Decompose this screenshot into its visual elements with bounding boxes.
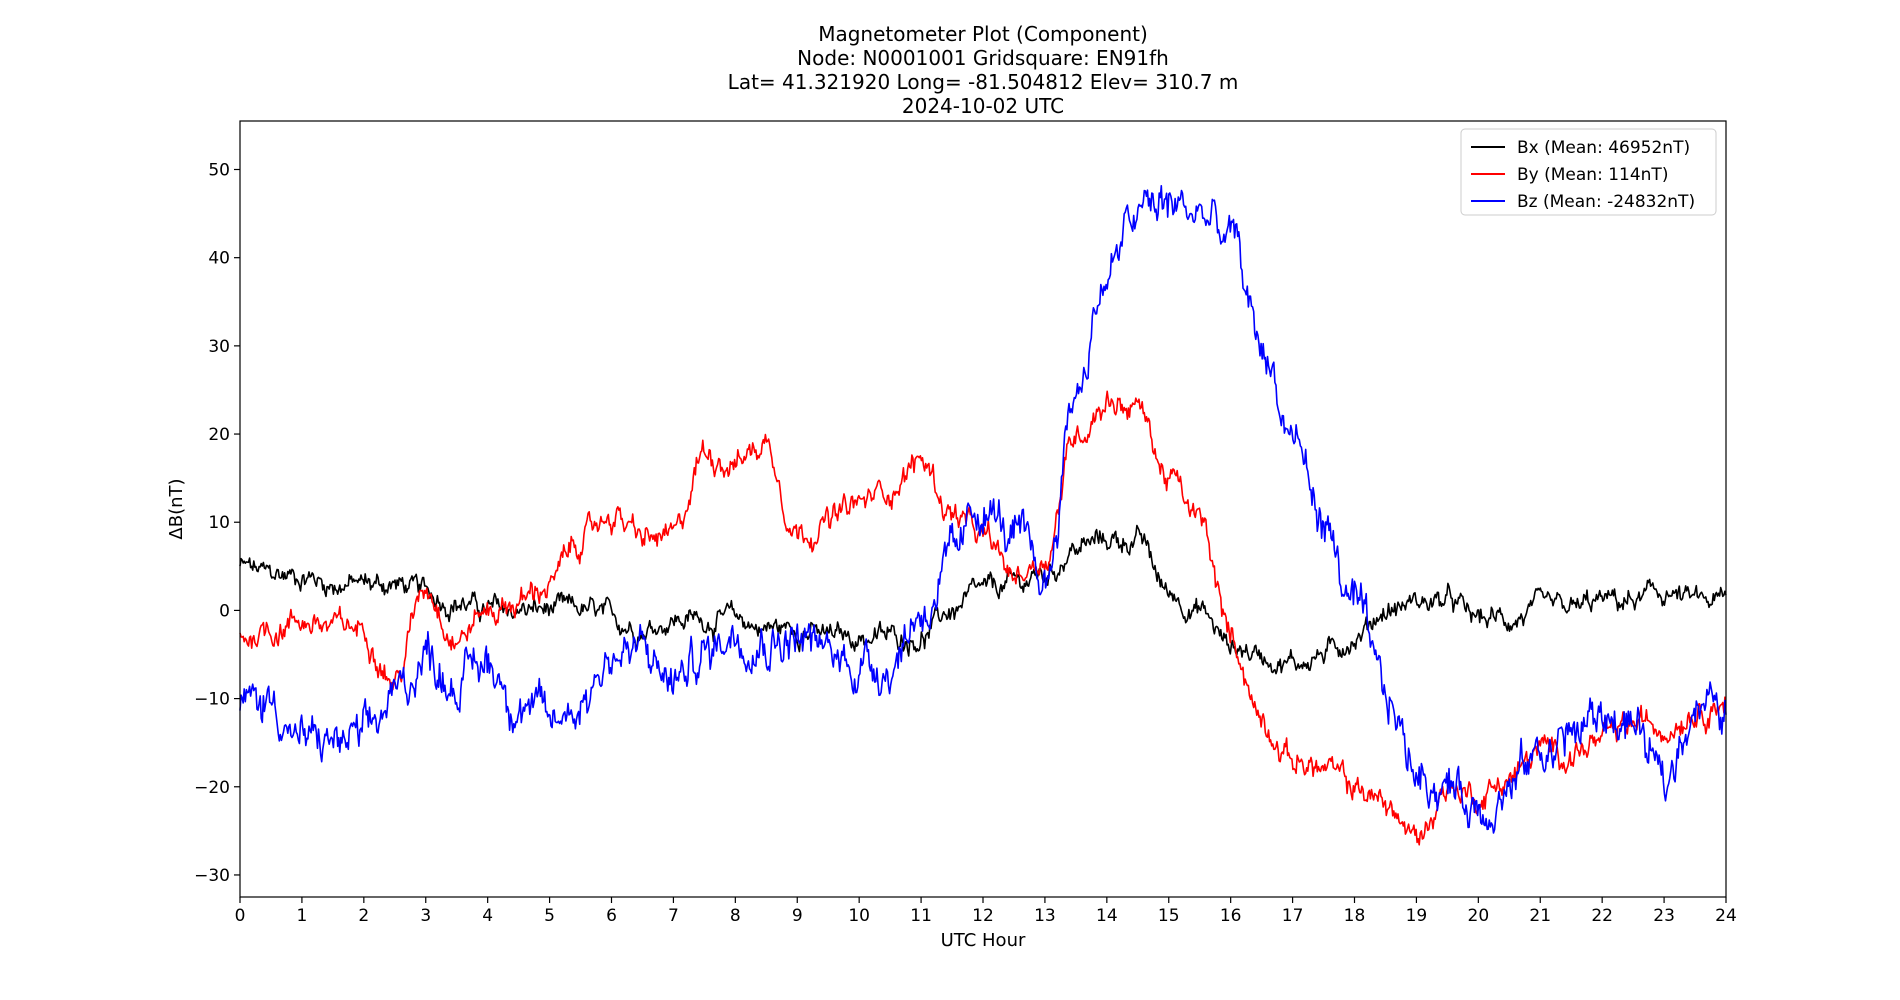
legend-label: Bx (Mean: 46952nT) [1517,138,1690,158]
x-tick-label: 15 [1158,906,1180,926]
x-axis: 0 1 2 3 4 5 6 7 8 9 10 11 12 13 14 15 16 17 18 19 20 21 22 23 24 [235,897,1737,926]
legend-label: By (Mean: 114nT) [1517,165,1668,185]
legend-label: Bz (Mean: -24832nT) [1517,192,1695,212]
x-tick-label: 16 [1220,906,1242,926]
x-tick-label: 3 [420,906,431,926]
x-tick-label: 14 [1096,906,1118,926]
y-tick-label: −10 [194,690,230,710]
y-tick-label: 50 [208,161,230,181]
legend: Bx (Mean: 46952nT) By (Mean: 114nT) Bz (Me… [1460,128,1717,216]
title-line: Node: N0001001 Gridsquare: EN91fh [797,46,1169,70]
x-tick-label: 18 [1344,906,1366,926]
y-tick-label: −20 [194,778,230,798]
x-tick-label: 21 [1529,906,1551,926]
y-tick-label: −30 [194,866,230,886]
series-line-bx [239,524,1727,675]
x-tick-label: 7 [668,906,679,926]
x-tick-label: 4 [482,906,493,926]
plot-area [239,185,1727,846]
title-line: Magnetometer Plot (Component) [818,22,1148,46]
x-tick-label: 11 [910,906,932,926]
x-tick-label: 10 [848,906,870,926]
y-tick-label: 10 [208,513,230,533]
x-tick-label: 13 [1034,906,1056,926]
y-axis: −30 −20 −10 0 10 20 30 40 50 [194,161,240,886]
x-tick-label: 2 [358,906,369,926]
plot-frame [239,120,1727,898]
title-line: Lat= 41.321920 Long= -81.504812 Elev= 31… [728,70,1239,94]
x-tick-label: 12 [972,906,994,926]
x-tick-label: 8 [730,906,741,926]
x-tick-label: 9 [792,906,803,926]
x-tick-label: 19 [1406,906,1428,926]
x-tick-label: 1 [297,906,308,926]
x-tick-label: 0 [235,906,246,926]
y-tick-label: 20 [208,425,230,445]
x-tick-label: 17 [1282,906,1304,926]
y-tick-label: 0 [219,601,230,621]
title-line: 2024-10-02 UTC [902,94,1064,118]
series-line-bz [239,185,1727,834]
chart-title: Magnetometer Plot (Component)Node: N0001… [728,22,1239,118]
x-tick-label: 20 [1468,906,1490,926]
x-axis-label: UTC Hour [941,930,1026,951]
y-axis-label: ΔB(nT) [166,478,187,539]
x-tick-label: 6 [606,906,617,926]
y-tick-label: 40 [208,249,230,269]
legend-box [1460,128,1717,216]
y-tick-label: 30 [208,337,230,357]
x-tick-label: 24 [1715,906,1737,926]
x-tick-label: 22 [1591,906,1613,926]
x-tick-label: 23 [1653,906,1675,926]
x-tick-label: 5 [544,906,555,926]
